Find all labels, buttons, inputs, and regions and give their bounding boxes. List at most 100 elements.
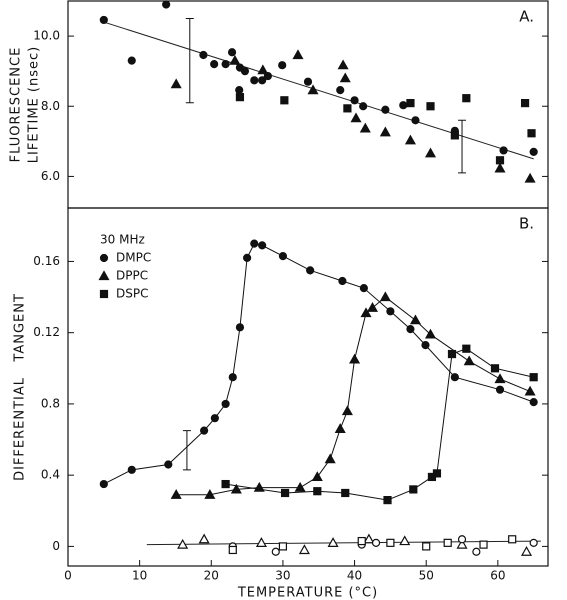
legend-label: DMPC [116,251,151,265]
marker-circle [359,102,368,111]
x-tick-label: 60 [490,569,505,583]
y-tick-label: 0.4 [41,468,60,482]
marker-circle [406,325,415,334]
x-tick-label: 10 [132,569,147,583]
marker-circle [258,76,267,85]
error-bar [185,18,194,104]
marker-square [426,102,435,111]
marker-circle [200,426,209,435]
marker-circle [495,385,505,394]
marker-circle [271,547,280,556]
marker-square [278,542,288,551]
legend-marker [99,253,109,263]
marker-triangle [257,64,269,75]
marker-circle [164,460,173,469]
plot-frame [67,207,549,567]
marker-circle [450,373,459,382]
y-tick-label: 10.0 [33,29,60,43]
marker-circle [162,0,171,9]
x-tick-label: 0 [64,569,72,583]
marker-circle [336,86,345,95]
marker-circle [235,323,245,332]
marker-circle [529,147,538,156]
x-tick-label: 30 [275,569,290,583]
marker-circle [421,341,430,350]
marker-triangle [424,147,437,158]
marker-circle [250,239,259,248]
legend-marker [99,289,109,299]
y-tick-label: 6.0 [41,169,60,183]
marker-triangle [360,307,372,318]
marker-square [490,364,500,373]
marker-circle [127,56,136,65]
fit-line [103,21,534,160]
series-line [225,348,534,501]
marker-square [520,98,530,108]
plot-frame [67,0,549,209]
marker-circle [359,284,368,293]
marker-square [228,545,237,555]
marker-circle [350,96,359,105]
marker-triangle [229,54,241,65]
x-tick-label: 40 [347,569,362,583]
marker-triangle [341,405,353,416]
marker-square [343,104,352,113]
legend-title: 30 MHz [100,233,145,247]
y-tick-label: 8.0 [41,99,60,113]
marker-square [221,479,230,489]
marker-square [313,487,322,496]
marker-triangle [350,112,362,123]
marker-circle [99,479,108,489]
marker-triangle [366,302,379,312]
marker-square [479,540,488,549]
marker-triangle [170,78,182,89]
x-axis-title: TEMPERATURE (°C) [237,586,378,600]
marker-triangle [399,535,411,546]
y-tick-label: 0.12 [33,325,60,339]
series-line [176,296,531,496]
marker-circle [386,307,395,316]
marker-circle [243,253,252,262]
marker-circle [221,399,230,409]
marker-square [508,535,517,544]
marker-circle [399,101,408,110]
marker-circle [278,61,287,70]
marker-triangle [359,122,371,133]
y-axis-title: FLUORESCENCE [9,47,24,163]
marker-circle [99,15,108,25]
y-tick-label: 0 [52,539,60,553]
marker-circle [250,76,259,85]
error-bar [458,119,467,174]
marker-square [383,495,392,505]
marker-triangle [298,544,310,555]
error-bar [182,430,191,471]
marker-triangle [494,162,506,173]
marker-triangle [324,453,336,464]
marker-triangle [339,72,351,83]
marker-circle [199,50,208,60]
marker-triangle [404,134,416,145]
marker-square [422,542,431,551]
marker-circle [221,60,230,69]
marker-circle [278,251,288,261]
marker-circle [472,547,481,556]
y-tick-label: 0.16 [33,254,60,268]
marker-square [462,344,471,353]
marker-triangle [255,537,267,547]
marker-circle [228,373,237,382]
marker-triangle [198,533,210,544]
marker-triangle [520,546,533,556]
marker-square [495,156,505,165]
marker-square [443,538,452,547]
marker-circle [127,465,136,474]
marker-triangle [463,355,475,366]
marker-triangle [524,385,536,396]
marker-triangle [349,353,361,364]
marker-circle [263,71,272,81]
panel-label: A. [519,8,534,26]
marker-triangle [204,489,216,499]
marker-triangle [494,373,506,384]
marker-square [280,488,290,498]
marker-circle [210,60,219,69]
